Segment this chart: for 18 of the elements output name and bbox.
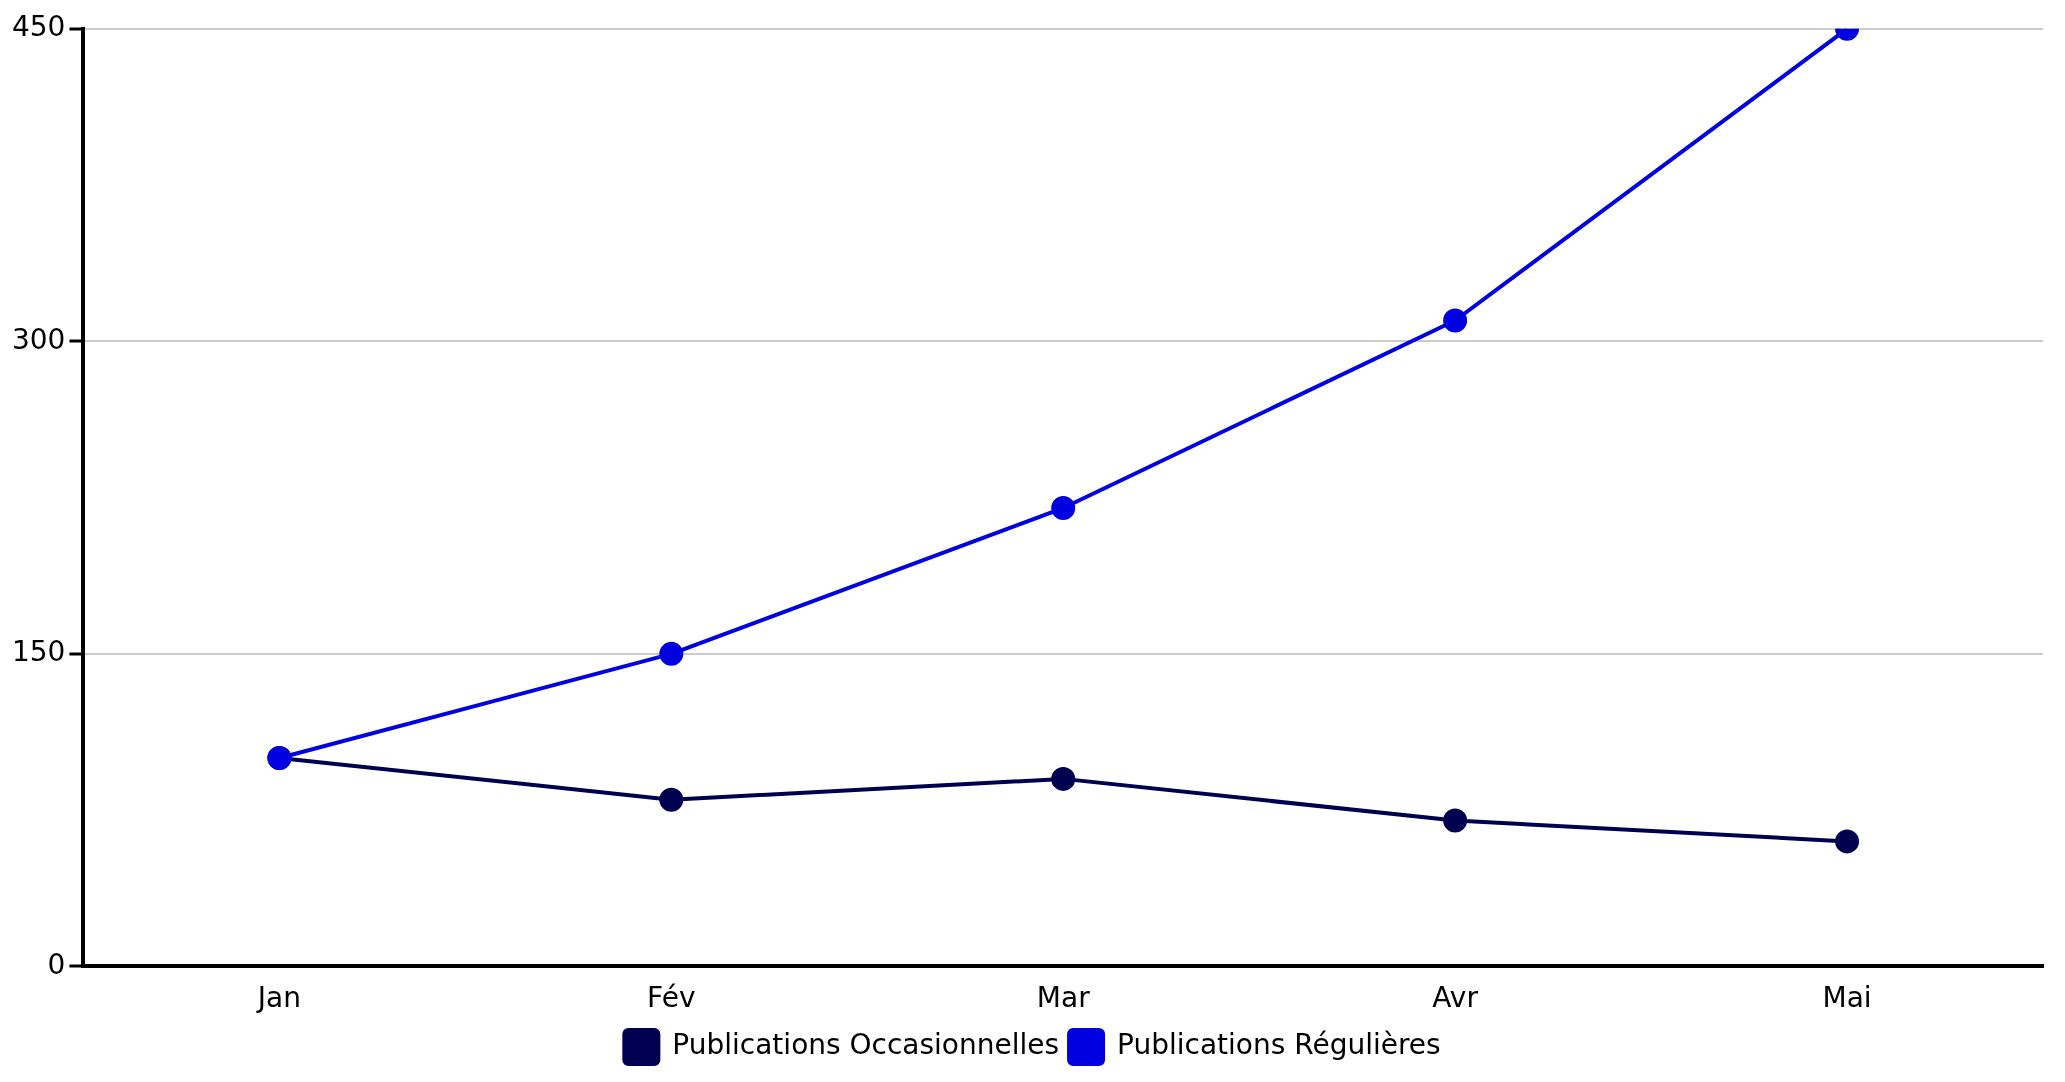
legend-label: Publications Régulières [1117, 1028, 1441, 1062]
x-tick-label: Jan [255, 981, 301, 1015]
x-tick-label: Mar [1036, 981, 1091, 1015]
y-tick-label: 450 [11, 10, 66, 44]
legend-label: Publications Occasionnelles [672, 1028, 1060, 1062]
x-tick-label: Mai [1822, 981, 1872, 1015]
y-tick-label: 300 [11, 322, 66, 356]
y-tick-label: 0 [47, 947, 66, 981]
point [1051, 766, 1076, 791]
y-tick-label: 150 [11, 635, 66, 669]
point [1443, 808, 1468, 833]
point [1443, 308, 1468, 333]
point [659, 641, 684, 666]
point [659, 787, 684, 812]
point [1835, 829, 1860, 854]
x-tick-label: Avr [1432, 981, 1479, 1015]
x-tick-label: Fév [647, 981, 696, 1015]
point [1051, 496, 1076, 521]
